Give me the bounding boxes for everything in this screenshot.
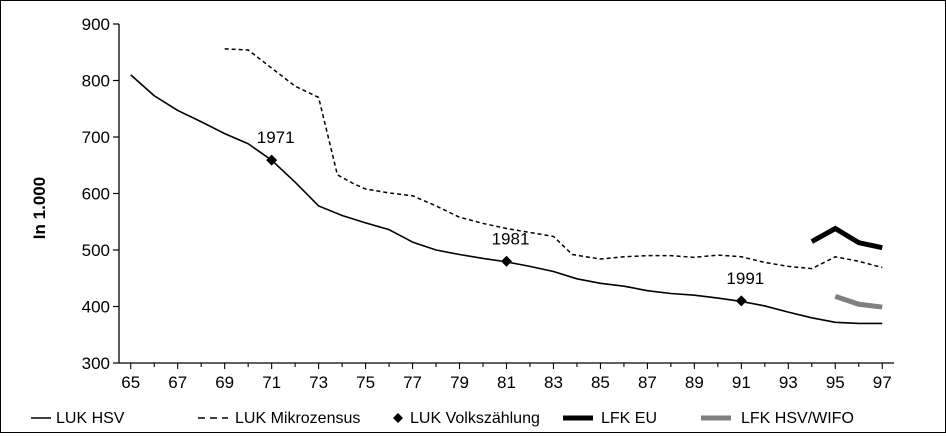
data-label: 1981 [492,229,530,248]
series-luk-hsv-line [130,74,883,325]
series-luk-volksz-hlung-point [501,255,512,267]
x-tick-label: 81 [497,373,516,392]
y-tick-label: 900 [82,15,110,34]
data-label: 1971 [257,128,295,147]
y-tick-label: 700 [82,128,110,147]
series-luk-volksz-hlung-point [266,154,278,166]
x-tick-label: 85 [591,373,610,392]
data-label: 1991 [726,269,764,288]
x-tick-label: 77 [403,373,422,392]
x-tick-label: 65 [121,373,140,392]
legend: LUK HSV LUK Mikrozensus LUK Volkszählung LF… [31,410,854,427]
y-tick-label: 600 [82,185,110,204]
annotation-layer: 1971 1981 1991 [257,128,765,288]
legend-label-lfk-eu: LFK EU [601,410,657,427]
series-lfk-eu-line [810,225,883,251]
legend-label-lfk-hsv-wifo: LFK HSV/WIFO [741,410,854,427]
x-tick-label: 89 [685,373,704,392]
axes: 300 400 500 600 700 800 900 65 67 69 71 73 75 77 79 81 8… [82,15,894,392]
x-tick-label: 95 [826,373,845,392]
y-axis-label: In 1.000 [30,177,49,239]
x-tick-label: 83 [544,373,563,392]
y-tick-label: 800 [82,72,110,91]
x-tick-label: 75 [356,373,375,392]
x-tick-label: 67 [168,373,187,392]
legend-label-luk-mikrozensus: LUK Mikrozensus [235,410,360,427]
series-layer [130,48,883,325]
x-tick-label: 93 [779,373,798,392]
x-tick-label: 79 [450,373,469,392]
x-tick-label: 69 [215,373,234,392]
y-tick-label: 500 [82,241,110,260]
series-luk-mikrozensus-line [224,48,883,270]
legend-label-luk-hsv: LUK HSV [56,410,125,427]
x-tick-label: 91 [732,373,751,392]
x-tick-label: 73 [309,373,328,392]
series-luk-volksz-hlung-point [735,295,747,307]
legend-swatch-luk-volksz-hlung [393,413,403,423]
x-tick-label: 71 [262,373,281,392]
series-lfk-hsv-wifo-line [834,293,883,310]
y-tick-label: 300 [82,354,110,373]
legend-label-luk-volksz-hlung: LUK Volkszählung [410,410,540,427]
x-tick-label: 97 [873,373,892,392]
x-tick-label: 87 [638,373,657,392]
y-tick-label: 400 [82,298,110,317]
